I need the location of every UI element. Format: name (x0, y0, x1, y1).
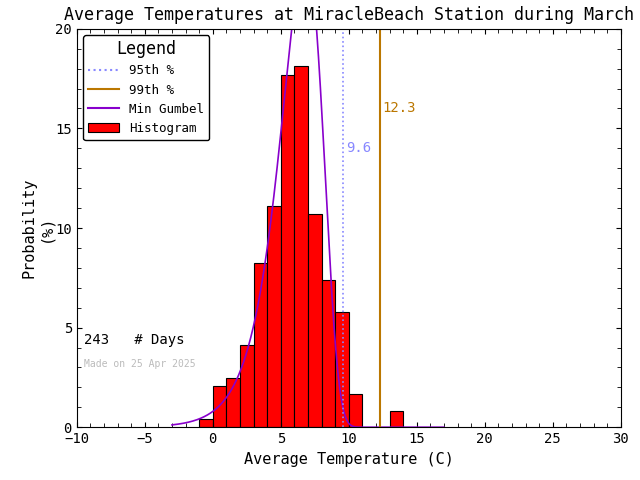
Bar (349, 395, 362, 427)
Text: 9.6: 9.6 (346, 141, 371, 156)
Text: 12.3: 12.3 (383, 101, 416, 116)
Bar (322, 279, 335, 427)
Bar (227, 378, 240, 427)
Bar (199, 419, 212, 427)
Bar (240, 345, 253, 427)
Bar (212, 386, 227, 427)
Text: 243   # Days: 243 # Days (84, 333, 184, 347)
Bar (268, 206, 281, 427)
Bar (294, 66, 308, 427)
Bar (390, 411, 403, 427)
Bar (281, 74, 294, 427)
Bar (253, 263, 268, 427)
Bar (308, 214, 322, 427)
Bar (335, 312, 349, 427)
Title: Average Temperatures at MiracleBeach Station during March: Average Temperatures at MiracleBeach Sta… (64, 6, 634, 24)
Legend: 95th %, 99th %, Min Gumbel, Histogram: 95th %, 99th %, Min Gumbel, Histogram (83, 35, 209, 140)
X-axis label: Average Temperature (C): Average Temperature (C) (244, 452, 454, 467)
Y-axis label: Probability
(%): Probability (%) (21, 178, 54, 278)
Text: Made on 25 Apr 2025: Made on 25 Apr 2025 (84, 360, 195, 370)
